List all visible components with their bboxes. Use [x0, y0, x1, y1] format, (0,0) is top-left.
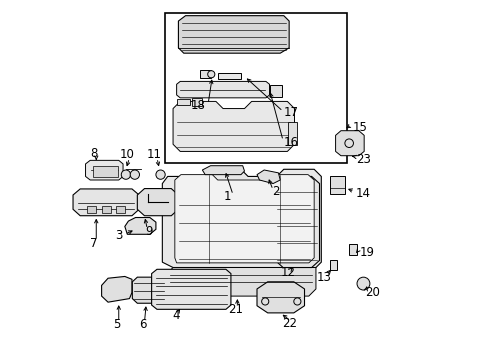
Circle shape — [130, 170, 139, 179]
Polygon shape — [173, 102, 294, 152]
Text: 6: 6 — [139, 318, 146, 331]
Polygon shape — [162, 169, 321, 267]
Bar — [217, 73, 241, 79]
Bar — [165, 13, 346, 163]
Bar — [270, 85, 281, 97]
Polygon shape — [178, 16, 288, 53]
Text: 14: 14 — [355, 187, 370, 200]
Text: 16: 16 — [283, 136, 298, 149]
Text: 13: 13 — [316, 271, 331, 284]
Text: 19: 19 — [359, 246, 374, 258]
Text: 22: 22 — [281, 317, 296, 330]
Polygon shape — [165, 267, 315, 296]
Polygon shape — [73, 189, 139, 216]
Text: 17: 17 — [283, 106, 298, 120]
Polygon shape — [151, 269, 230, 309]
Bar — [102, 206, 110, 213]
Polygon shape — [175, 175, 313, 263]
Bar — [329, 260, 336, 270]
Circle shape — [156, 170, 165, 179]
Polygon shape — [137, 189, 178, 216]
Bar — [287, 122, 296, 145]
Text: 4: 4 — [172, 309, 179, 321]
Polygon shape — [102, 276, 132, 302]
Polygon shape — [257, 282, 304, 313]
Text: 23: 23 — [355, 153, 370, 166]
Text: 15: 15 — [352, 121, 366, 134]
Text: 20: 20 — [365, 286, 379, 299]
Bar — [191, 98, 202, 106]
Text: 5: 5 — [113, 318, 120, 331]
Text: 2: 2 — [272, 185, 279, 198]
Text: 18: 18 — [191, 99, 205, 112]
Polygon shape — [257, 170, 280, 184]
Polygon shape — [202, 166, 244, 175]
Text: 11: 11 — [147, 148, 162, 162]
Polygon shape — [85, 160, 123, 180]
Text: 1: 1 — [223, 190, 230, 203]
Circle shape — [293, 298, 300, 305]
Circle shape — [121, 170, 130, 179]
Polygon shape — [132, 277, 166, 303]
Circle shape — [207, 71, 214, 78]
Circle shape — [344, 139, 353, 148]
Polygon shape — [275, 176, 319, 267]
Polygon shape — [124, 217, 156, 234]
Text: 7: 7 — [90, 237, 97, 250]
Text: 3: 3 — [115, 229, 122, 242]
Bar — [116, 206, 124, 213]
Text: 9: 9 — [145, 225, 152, 238]
Circle shape — [261, 298, 268, 305]
Polygon shape — [335, 131, 364, 156]
Text: 12: 12 — [280, 266, 295, 279]
Bar — [87, 206, 96, 213]
Circle shape — [356, 277, 369, 290]
Bar — [176, 99, 190, 105]
Bar — [93, 166, 118, 177]
Polygon shape — [176, 81, 269, 98]
Bar — [348, 244, 356, 255]
Bar — [329, 176, 344, 194]
Bar — [200, 70, 211, 78]
Text: 21: 21 — [227, 303, 243, 316]
Text: 10: 10 — [120, 148, 135, 162]
Text: 8: 8 — [90, 147, 97, 160]
